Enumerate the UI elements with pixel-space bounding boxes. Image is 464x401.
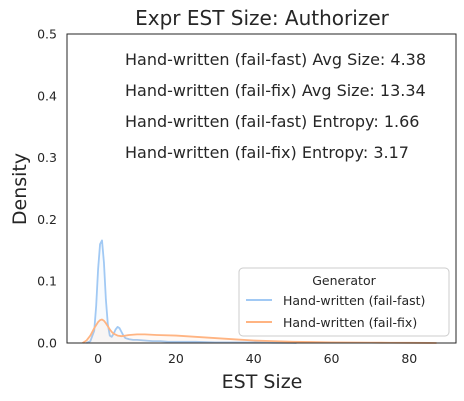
y-axis-label: Density xyxy=(9,153,31,225)
annotation-failfast-entropy: Hand-written (fail-fast) Entropy: 1.66 xyxy=(125,112,419,131)
x-axis-label: EST Size xyxy=(222,371,303,393)
x-tick-label: 40 xyxy=(246,351,262,366)
x-tick-label: 80 xyxy=(401,351,417,366)
y-tick-labels: 0.0 0.1 0.2 0.3 0.4 0.5 xyxy=(37,27,57,351)
y-tick-label: 0.5 xyxy=(37,27,57,42)
series-layer xyxy=(82,239,437,344)
annotation-failfix-avg: Hand-written (fail-fix) Avg Size: 13.34 xyxy=(125,81,426,100)
legend-label-failfix: Hand-written (fail-fix) xyxy=(283,315,417,330)
y-tick-label: 0.4 xyxy=(37,88,57,103)
legend-title: Generator xyxy=(312,273,376,288)
x-tick-label: 20 xyxy=(168,351,184,366)
annotations: Hand-written (fail-fast) Avg Size: 4.38 … xyxy=(125,50,426,162)
legend: Generator Hand-written (fail-fast) Hand-… xyxy=(238,267,450,337)
y-tick-label: 0.3 xyxy=(37,150,57,165)
x-tick-label: 0 xyxy=(94,351,102,366)
series-line-0 xyxy=(86,239,297,344)
series-area-0 xyxy=(86,240,297,343)
legend-label-failfast: Hand-written (fail-fast) xyxy=(283,293,425,308)
y-tick-label: 0.2 xyxy=(37,212,57,227)
plot-frame xyxy=(66,33,457,344)
x-tick-label: 60 xyxy=(324,351,340,366)
series-line-1 xyxy=(82,318,437,344)
series-area-1 xyxy=(82,319,437,343)
y-tick-label: 0.1 xyxy=(37,274,57,289)
y-tick-label: 0.0 xyxy=(37,336,57,351)
annotation-failfast-avg: Hand-written (fail-fast) Avg Size: 4.38 xyxy=(125,50,426,69)
x-tick-labels: 0 20 40 60 80 xyxy=(94,351,417,366)
annotation-failfix-entropy: Hand-written (fail-fix) Entropy: 3.17 xyxy=(125,143,409,162)
chart-title: Expr EST Size: Authorizer xyxy=(135,6,389,30)
legend-box xyxy=(238,267,450,337)
